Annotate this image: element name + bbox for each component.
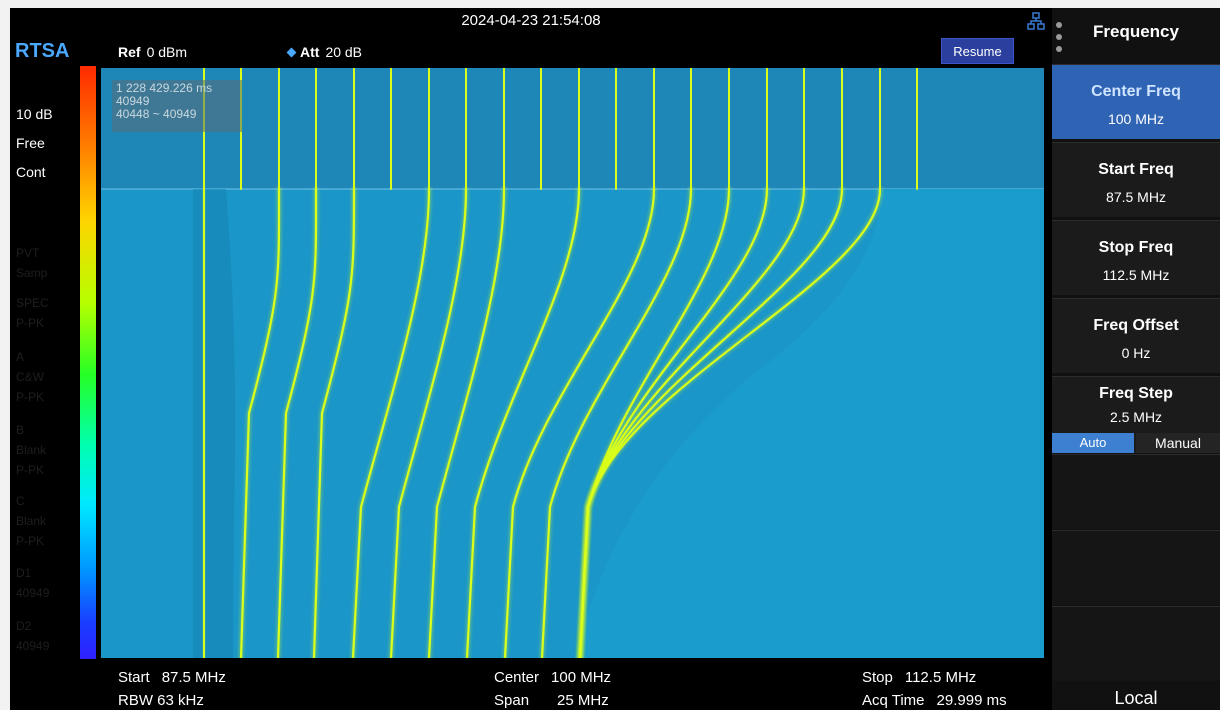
resume-button[interactable]: Resume bbox=[941, 38, 1014, 64]
start-freq-readout: Start 87.5 MHz bbox=[118, 669, 226, 686]
softkey-label: Start Freq bbox=[1098, 161, 1174, 178]
signal-trace bbox=[276, 187, 318, 658]
trace-info: 40949 bbox=[16, 586, 50, 600]
trace-info: C bbox=[16, 494, 25, 508]
signal-trace bbox=[389, 187, 468, 658]
scale-per-div: 10 dB bbox=[16, 106, 53, 122]
signal-trace bbox=[427, 187, 506, 658]
att-label: Att bbox=[300, 44, 320, 60]
trace-info: 40949 bbox=[16, 639, 50, 653]
trace-info: P-PK bbox=[16, 534, 45, 548]
stop-freq-readout: Stop 112.5 MHz bbox=[862, 669, 977, 686]
softkey-label: Freq Offset bbox=[1093, 317, 1179, 334]
color-scale-bar bbox=[80, 66, 96, 659]
signal-trace bbox=[239, 187, 281, 658]
menu-title: Frequency bbox=[1093, 22, 1179, 41]
softkey-panel: Frequency Center Freq 100 MHz Start Freq… bbox=[1052, 8, 1220, 710]
attenuation[interactable]: Att 20 dB bbox=[286, 44, 363, 60]
waterfall-display[interactable] bbox=[101, 68, 1044, 658]
trace-info: Blank bbox=[16, 514, 47, 528]
trace-info: Samp bbox=[16, 266, 48, 280]
auto-option[interactable]: Auto bbox=[1052, 433, 1134, 453]
local-softkey[interactable]: Local bbox=[1114, 688, 1158, 708]
softkey-value: 2.5 MHz bbox=[1109, 409, 1163, 425]
trace-info: P-PK bbox=[16, 463, 45, 477]
center-freq-readout: Center 100 MHz bbox=[494, 669, 612, 686]
span-readout: Span 25 MHz bbox=[494, 692, 609, 709]
trace-info: SPEC bbox=[16, 296, 49, 310]
marker-range: 40448 ~ 40949 bbox=[116, 107, 197, 121]
marker-info-box: 1 228 429.226 ms 40949 40448 ~ 40949 bbox=[112, 80, 242, 132]
signal-trace bbox=[540, 187, 693, 658]
stop-freq-softkey[interactable]: Stop Freq 112.5 MHz bbox=[1052, 220, 1220, 295]
marker-time: 1 228 429.226 ms bbox=[116, 81, 213, 95]
trace-info: D1 bbox=[16, 566, 32, 580]
trace-info: C&W bbox=[16, 370, 44, 384]
marker-frame: 40949 bbox=[116, 94, 150, 108]
signal-trace-glow bbox=[275, 186, 319, 658]
freq-step-softkey[interactable]: Freq Step 2.5 MHz Auto Manual bbox=[1052, 376, 1220, 453]
menu-dots-icon[interactable] bbox=[1054, 22, 1064, 62]
signal-trace bbox=[351, 187, 431, 658]
signal-trace bbox=[312, 187, 356, 658]
trace-info: P-PK bbox=[16, 316, 45, 330]
reference-level[interactable]: Ref 0 dBm bbox=[118, 44, 187, 60]
softkey-value: 100 MHz bbox=[1107, 111, 1165, 127]
signal-trace bbox=[465, 187, 581, 658]
signal-trace bbox=[503, 187, 656, 658]
softkey-label: Freq Step bbox=[1099, 385, 1173, 402]
ref-label: Ref bbox=[118, 44, 141, 60]
center-freq-softkey[interactable]: Center Freq 100 MHz bbox=[1052, 64, 1220, 139]
softkey-value: 87.5 MHz bbox=[1106, 189, 1166, 205]
softkey-label: Stop Freq bbox=[1098, 239, 1174, 256]
diamond-icon bbox=[286, 47, 297, 58]
acq-time-readout: Acq Time 29.999 ms bbox=[862, 692, 1007, 709]
softkey-value: 0 Hz bbox=[1121, 345, 1151, 361]
empty-softkey bbox=[1052, 606, 1220, 681]
trace-info: B bbox=[16, 423, 25, 437]
step-mode-toggle: Auto Manual bbox=[1052, 433, 1220, 453]
trigger-mode: Free bbox=[16, 135, 45, 151]
rbw-readout: RBW 63 kHz bbox=[118, 692, 204, 709]
att-value: 20 dB bbox=[325, 44, 363, 60]
softkey-label: Center Freq bbox=[1091, 83, 1181, 100]
mode-label: RTSA bbox=[15, 40, 70, 62]
start-freq-softkey[interactable]: Start Freq 87.5 MHz bbox=[1052, 142, 1220, 217]
trace-info: Blank bbox=[16, 443, 47, 457]
signal-trace-glow bbox=[238, 186, 282, 658]
analyzer-screen: 2024-04-23 21:54:08 RTSA Ref 0 dBm Att 20 … bbox=[10, 8, 1220, 710]
softkey-value: 112.5 MHz bbox=[1102, 267, 1170, 283]
spectrogram-traces bbox=[101, 68, 1044, 658]
ref-value: 0 dBm bbox=[146, 44, 188, 60]
trace-info: D2 bbox=[16, 619, 32, 633]
empty-softkey bbox=[1052, 454, 1220, 529]
trace-info: P-PK bbox=[16, 390, 45, 404]
trace-info: A bbox=[16, 350, 25, 364]
empty-softkey bbox=[1052, 530, 1220, 605]
datetime: 2024-04-23 21:54:08 bbox=[461, 12, 601, 29]
signal-trace bbox=[578, 187, 882, 658]
freq-offset-softkey[interactable]: Freq Offset 0 Hz bbox=[1052, 298, 1220, 373]
trace-info: PVT bbox=[16, 246, 40, 260]
sweep-mode: Cont bbox=[16, 164, 46, 180]
network-icon bbox=[1027, 12, 1045, 30]
manual-option[interactable]: Manual bbox=[1136, 433, 1220, 453]
